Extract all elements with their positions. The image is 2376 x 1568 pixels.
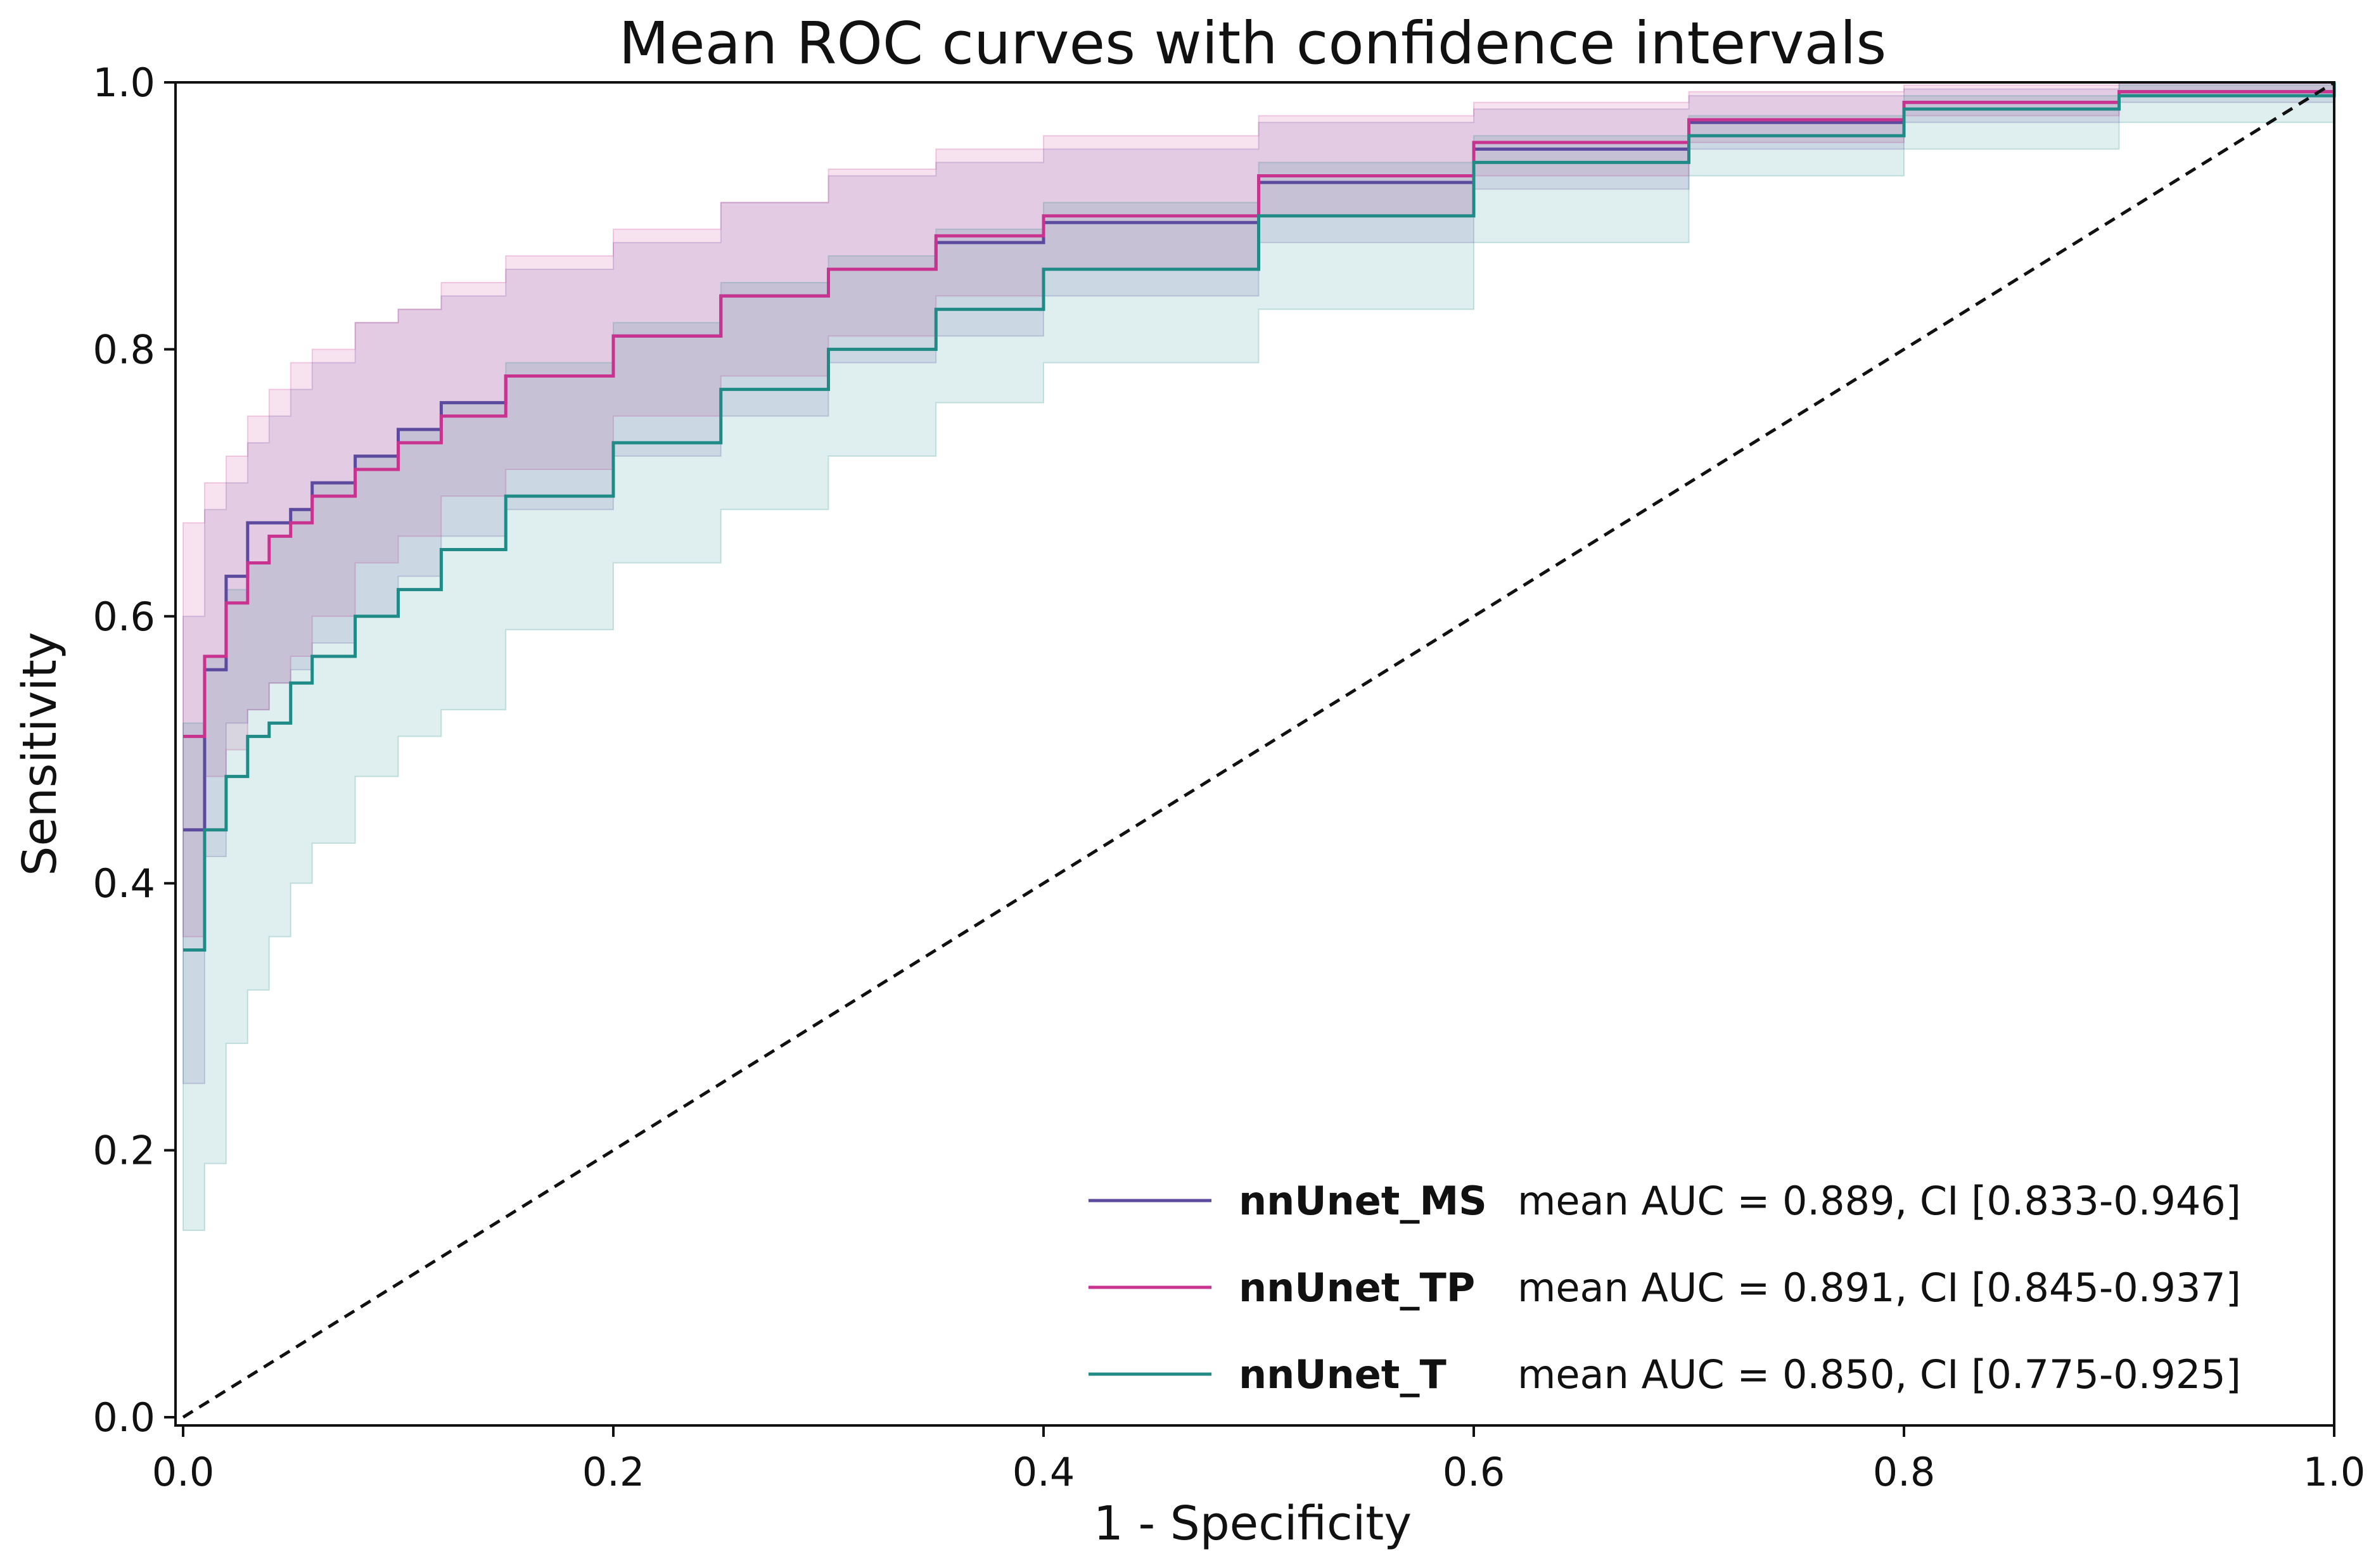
- y-axis-label: Sensitivity: [13, 632, 67, 876]
- y-tick-label: 1.0: [93, 60, 155, 106]
- x-tick-label: 1.0: [2303, 1449, 2366, 1495]
- x-tick-label: 0.2: [582, 1449, 645, 1495]
- x-tick-label: 0.0: [152, 1449, 215, 1495]
- chance-diagonal: [182, 80, 2335, 1419]
- legend-name-nnUnet_T: nnUnet_T: [1239, 1351, 1447, 1398]
- legend-name-nnUnet_MS: nnUnet_MS: [1239, 1178, 1487, 1224]
- y-tick-label: 0.2: [93, 1128, 155, 1174]
- chart-title: Mean ROC curves with confidence interval…: [619, 10, 1887, 77]
- x-tick-label: 0.4: [1012, 1449, 1075, 1495]
- legend-name-nnUnet_TP: nnUnet_TP: [1239, 1265, 1475, 1311]
- legend: nnUnet_MS mean AUC = 0.889, CI [0.833-0.9…: [1089, 1178, 2241, 1398]
- x-tick-label: 0.6: [1443, 1449, 1505, 1495]
- y-tick-label: 0.4: [93, 860, 155, 907]
- legend-auc-nnUnet_T: mean AUC = 0.850, CI [0.775-0.925]: [1517, 1351, 2241, 1398]
- roc-line-nnUnet_T: [183, 82, 2336, 952]
- x-axis-ticks: 0.0 0.2 0.4 0.6 0.8 1.0: [152, 1425, 2366, 1495]
- chance-line: [182, 80, 2335, 1419]
- y-tick-label: 0.8: [93, 326, 155, 373]
- plot-frame: [174, 81, 2335, 1427]
- legend-auc-nnUnet_MS: mean AUC = 0.889, CI [0.833-0.946]: [1517, 1178, 2241, 1224]
- y-tick-label: 0.0: [93, 1394, 155, 1441]
- legend-auc-nnUnet_TP: mean AUC = 0.891, CI [0.845-0.937]: [1517, 1265, 2241, 1311]
- roc-lines: [183, 82, 2336, 952]
- y-axis-ticks: 0.0 0.2 0.4 0.6 0.8 1.0: [93, 60, 176, 1441]
- x-tick-label: 0.8: [1873, 1449, 1936, 1495]
- y-tick-label: 0.6: [93, 594, 155, 640]
- x-axis-label: 1 - Specificity: [1094, 1496, 1412, 1551]
